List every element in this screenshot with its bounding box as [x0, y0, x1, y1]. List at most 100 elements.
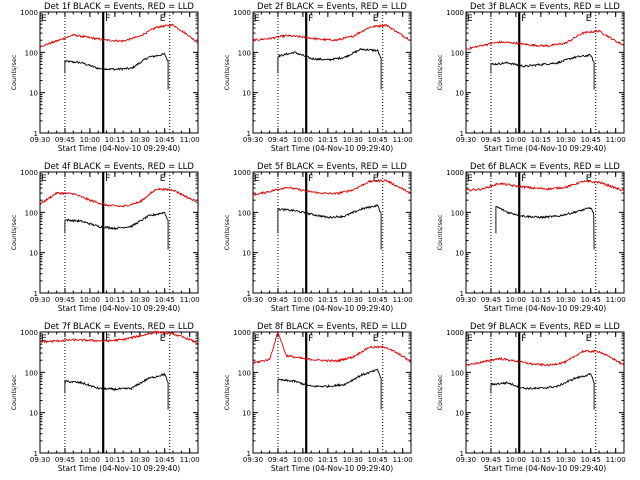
x-tick-label: 10:00: [80, 136, 100, 144]
plot-frame: [39, 331, 199, 454]
x-tick-label: 10:15: [318, 136, 338, 144]
x-tick-label: 10:00: [80, 296, 100, 304]
x-tick-label: 09:45: [481, 456, 501, 464]
marker-label-e: E: [254, 174, 260, 184]
y-tick-label: 1: [460, 130, 464, 138]
x-tick-label: 10:15: [531, 296, 551, 304]
y-tick-label: 10: [242, 90, 251, 98]
y-axis-label: Counts/sec: [436, 214, 444, 250]
x-tick-label: 09:45: [55, 296, 75, 304]
x-tick-label: 10:30: [130, 456, 150, 464]
marker-label-e: E: [373, 14, 379, 24]
events-series-line: [277, 368, 382, 410]
plot-frame: [252, 331, 412, 454]
marker-label-f: F: [308, 334, 313, 344]
y-tick-label: 100: [238, 209, 251, 217]
x-axis-label: Start Time (04-Nov-10 09:29:40): [58, 304, 180, 313]
panel-title: Det 8f BLACK = Events, RED = LLD: [257, 322, 407, 332]
y-tick-label: 10: [455, 410, 464, 418]
marker-label-f: F: [521, 14, 526, 24]
x-tick-label: 09:30: [456, 296, 476, 304]
y-tick-label: 10: [242, 250, 251, 258]
y-tick-label: 1: [460, 450, 464, 458]
marker-label-f: F: [105, 14, 110, 24]
y-tick-label: 1000: [446, 329, 464, 337]
x-tick-label: 11:00: [393, 296, 413, 304]
x-tick-label: 10:15: [105, 136, 125, 144]
marker-label-e: E: [160, 334, 166, 344]
marker-label-e: E: [254, 334, 260, 344]
x-axis-label: Start Time (04-Nov-10 09:29:40): [58, 144, 180, 153]
y-axis-label: Counts/sec: [436, 54, 444, 90]
x-tick-label: 10:15: [318, 456, 338, 464]
lld-series-line: [252, 23, 411, 43]
y-tick-label: 100: [25, 49, 38, 57]
y-tick-label: 1: [247, 290, 251, 298]
panel-6: Det 6f BLACK = Events, RED = LLD 1 10 100 10…: [436, 162, 626, 313]
x-tick-label: 10:45: [368, 136, 388, 144]
panel-3: Det 3f BLACK = Events, RED = LLD 1 10 100 10…: [436, 2, 626, 153]
y-tick-label: 100: [451, 49, 464, 57]
x-tick-label: 09:45: [268, 136, 288, 144]
x-tick-label: 09:45: [481, 296, 501, 304]
y-tick-label: 1: [247, 130, 251, 138]
panel-title: Det 1f BLACK = Events, RED = LLD: [44, 2, 194, 12]
x-tick-label: 10:30: [556, 296, 576, 304]
x-tick-label: 11:00: [393, 456, 413, 464]
y-tick-label: 1: [34, 450, 38, 458]
x-axis-label: Start Time (04-Nov-10 09:29:40): [484, 304, 606, 313]
lld-series-line: [252, 332, 412, 365]
events-series-line: [490, 372, 595, 410]
x-tick-label: 09:45: [268, 296, 288, 304]
events-series-line: [64, 53, 169, 90]
panel-1: Det 1f BLACK = Events, RED = LLD 1 10 100 10…: [10, 2, 200, 153]
y-tick-label: 1: [34, 290, 38, 298]
x-tick-label: 09:45: [55, 136, 75, 144]
y-axis-label: Counts/sec: [223, 54, 231, 90]
y-tick-label: 1: [247, 450, 251, 458]
marker-label-e: E: [373, 334, 379, 344]
y-tick-label: 100: [451, 369, 464, 377]
y-axis-label: Counts/sec: [10, 214, 18, 250]
x-tick-label: 09:45: [55, 456, 75, 464]
panel-title: Det 4f BLACK = Events, RED = LLD: [44, 162, 194, 172]
x-axis-label: Start Time (04-Nov-10 09:29:40): [484, 464, 606, 473]
marker-label-e: E: [586, 14, 592, 24]
x-tick-label: 10:30: [343, 296, 363, 304]
y-tick-label: 1000: [233, 9, 251, 17]
x-tick-label: 09:30: [30, 456, 50, 464]
marker-label-f: F: [521, 174, 526, 184]
y-tick-label: 100: [451, 209, 464, 217]
y-tick-label: 1000: [446, 9, 464, 17]
x-tick-label: 09:45: [481, 136, 501, 144]
x-tick-label: 09:30: [456, 456, 476, 464]
marker-label-e: E: [373, 174, 379, 184]
y-axis-label: Counts/sec: [436, 374, 444, 410]
x-tick-label: 10:15: [105, 456, 125, 464]
plot-frame: [465, 11, 625, 134]
events-series-line: [64, 211, 169, 250]
panel-5: Det 5f BLACK = Events, RED = LLD 1 10 100 10…: [223, 162, 413, 313]
x-tick-label: 10:45: [581, 296, 601, 304]
x-tick-label: 10:30: [130, 136, 150, 144]
lld-series-line: [465, 180, 625, 192]
panel-8: Det 8f BLACK = Events, RED = LLD 1 10 100 10…: [223, 322, 413, 473]
y-tick-label: 10: [29, 410, 38, 418]
panel-title: Det 7f BLACK = Events, RED = LLD: [44, 322, 194, 332]
x-tick-label: 10:15: [531, 456, 551, 464]
y-tick-label: 10: [455, 250, 464, 258]
x-tick-label: 11:00: [606, 296, 626, 304]
y-tick-label: 1000: [20, 329, 38, 337]
plot-frame: [39, 11, 199, 134]
x-tick-label: 11:00: [180, 136, 200, 144]
x-tick-label: 09:30: [243, 136, 263, 144]
x-tick-label: 09:30: [30, 136, 50, 144]
events-series-line: [490, 53, 595, 90]
x-tick-label: 10:45: [581, 136, 601, 144]
lld-series-line: [465, 29, 625, 50]
panel-title: Det 3f BLACK = Events, RED = LLD: [470, 2, 620, 12]
x-tick-label: 10:30: [130, 296, 150, 304]
x-tick-label: 10:45: [368, 456, 388, 464]
x-tick-label: 10:30: [556, 136, 576, 144]
